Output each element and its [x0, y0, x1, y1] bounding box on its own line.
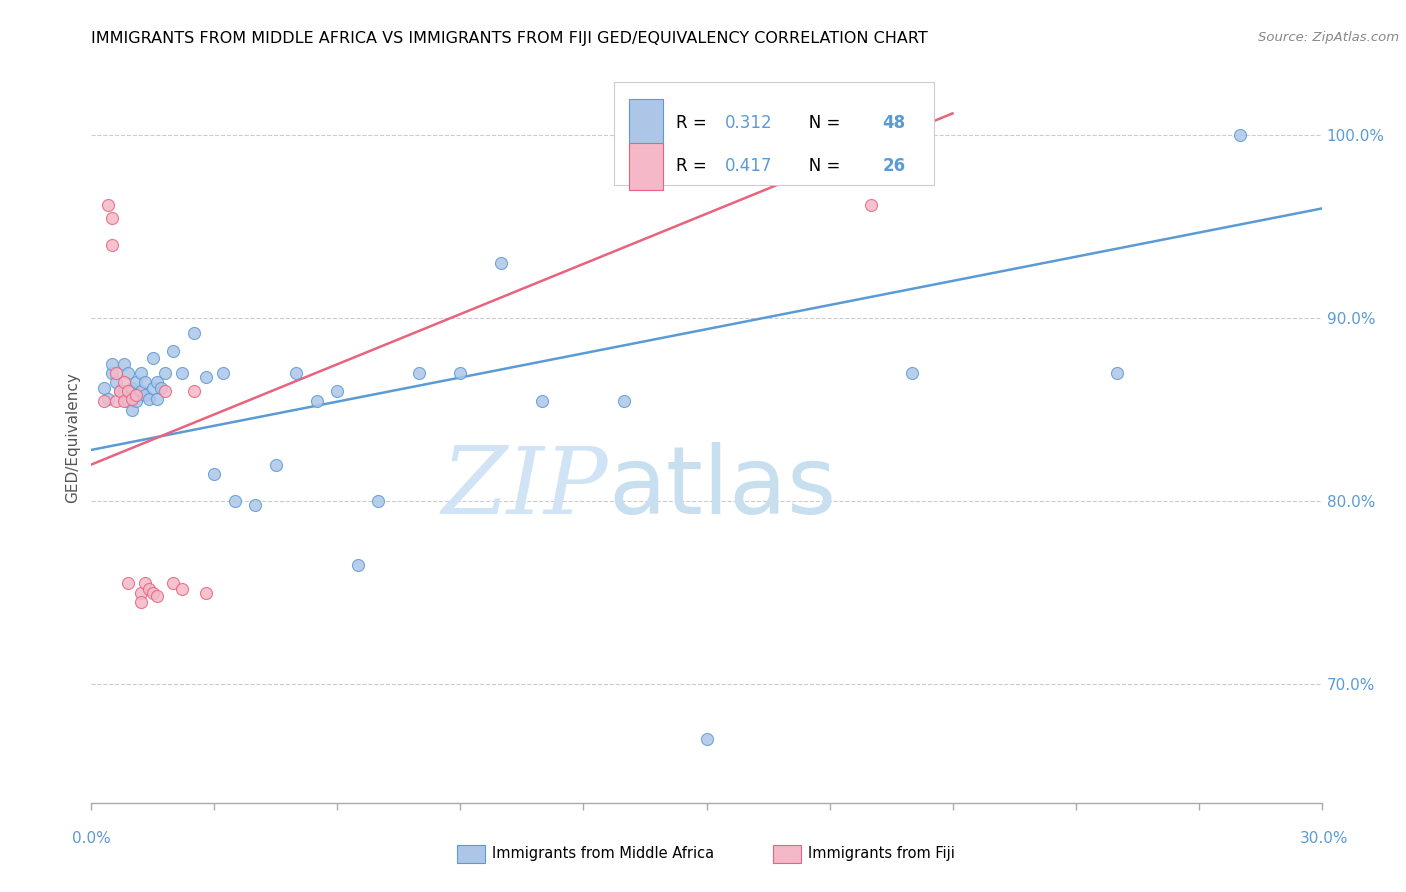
Point	[859, 198, 882, 212]
Point	[117, 384, 139, 399]
Point	[117, 393, 139, 408]
Point	[108, 384, 131, 399]
Text: 0.0%: 0.0%	[72, 831, 111, 846]
Text: Immigrants from Middle Africa: Immigrants from Middle Africa	[492, 847, 714, 861]
FancyBboxPatch shape	[614, 82, 934, 185]
Point	[142, 585, 165, 599]
Point	[449, 366, 471, 380]
Point	[170, 582, 193, 596]
Point	[134, 576, 156, 591]
Text: 0.312: 0.312	[725, 113, 772, 131]
Point	[531, 393, 554, 408]
Text: atlas: atlas	[607, 442, 837, 534]
Point	[1229, 128, 1251, 143]
Bar	[628, 143, 664, 190]
Point	[195, 585, 218, 599]
Text: N =: N =	[793, 113, 845, 131]
Point	[264, 458, 287, 472]
Y-axis label: GED/Equivalency: GED/Equivalency	[65, 372, 80, 502]
Point	[146, 392, 169, 406]
Point	[162, 576, 184, 591]
Point	[491, 256, 513, 270]
Point	[326, 384, 349, 399]
Point	[97, 392, 120, 406]
Point	[146, 589, 169, 603]
Point	[129, 594, 152, 608]
Point	[108, 384, 131, 399]
Text: IMMIGRANTS FROM MIDDLE AFRICA VS IMMIGRANTS FROM FIJI GED/EQUIVALENCY CORRELATIO: IMMIGRANTS FROM MIDDLE AFRICA VS IMMIGRA…	[91, 31, 928, 46]
Text: ZIP: ZIP	[441, 443, 607, 533]
Text: Immigrants from Fiji: Immigrants from Fiji	[808, 847, 955, 861]
Point	[900, 366, 922, 380]
Point	[101, 357, 124, 371]
Point	[367, 494, 389, 508]
Text: 26: 26	[883, 158, 905, 176]
Point	[305, 393, 328, 408]
Point	[134, 375, 156, 389]
Point	[129, 384, 152, 399]
Point	[112, 393, 135, 408]
Point	[1105, 366, 1128, 380]
Point	[150, 381, 173, 395]
Point	[778, 128, 800, 143]
Point	[134, 388, 156, 402]
Point	[142, 351, 165, 366]
Point	[138, 582, 160, 596]
Point	[105, 393, 127, 408]
Point	[162, 344, 184, 359]
Point	[125, 393, 148, 408]
Point	[153, 366, 177, 380]
Point	[129, 366, 152, 380]
Point	[211, 366, 233, 380]
Point	[101, 211, 124, 225]
Point	[153, 384, 177, 399]
Point	[195, 369, 218, 384]
Point	[129, 585, 152, 599]
Point	[112, 375, 135, 389]
Text: R =: R =	[676, 158, 711, 176]
Point	[121, 402, 143, 417]
Point	[93, 393, 115, 408]
Point	[285, 366, 308, 380]
Point	[105, 366, 127, 380]
Point	[138, 392, 160, 406]
Text: N =: N =	[793, 158, 845, 176]
Point	[101, 366, 124, 380]
Point	[117, 576, 139, 591]
Point	[125, 388, 148, 402]
Point	[202, 467, 225, 481]
Point	[613, 393, 636, 408]
Point	[121, 381, 143, 395]
Point	[112, 384, 135, 399]
Point	[101, 238, 124, 252]
Point	[347, 558, 370, 573]
Point	[97, 198, 120, 212]
Point	[695, 731, 717, 746]
Point	[142, 381, 165, 395]
Point	[224, 494, 246, 508]
Point	[183, 384, 205, 399]
Point	[125, 375, 148, 389]
Text: 30.0%: 30.0%	[1301, 831, 1348, 846]
Point	[183, 326, 205, 340]
Point	[146, 375, 169, 389]
Point	[112, 357, 135, 371]
Text: 48: 48	[883, 113, 905, 131]
Text: R =: R =	[676, 113, 711, 131]
Point	[93, 381, 115, 395]
Point	[245, 498, 267, 512]
Point	[117, 366, 139, 380]
Text: Source: ZipAtlas.com: Source: ZipAtlas.com	[1258, 31, 1399, 45]
Point	[170, 366, 193, 380]
Bar	[628, 99, 664, 146]
Text: 0.417: 0.417	[725, 158, 772, 176]
Point	[121, 392, 143, 406]
Point	[105, 375, 127, 389]
Point	[408, 366, 430, 380]
